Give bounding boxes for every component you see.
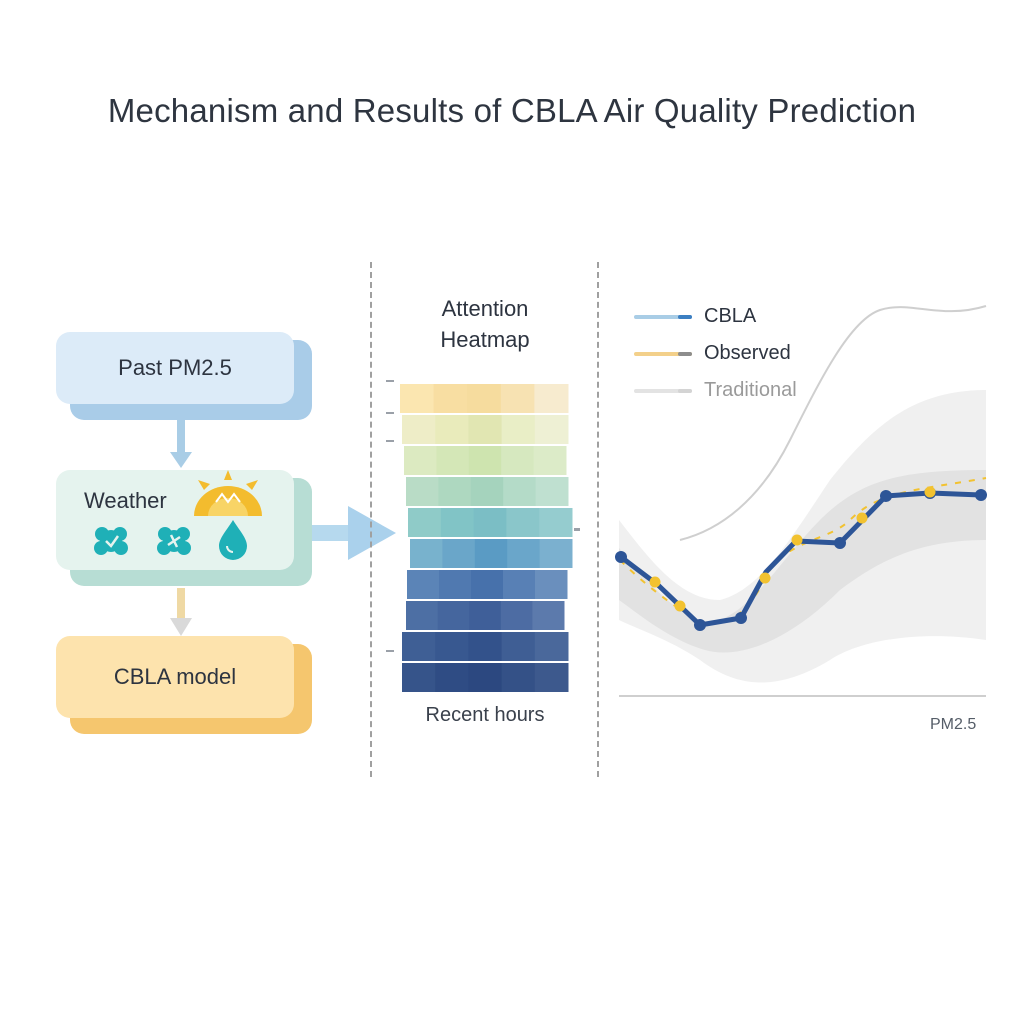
heatmap-cell: [501, 632, 536, 661]
heatmap-title-line2: Heatmap: [440, 327, 530, 352]
heatmap-cell: [467, 384, 502, 413]
arrow-past-to-weather: [170, 420, 192, 468]
legend-label-traditional: Traditional: [704, 379, 797, 401]
heatmap-cell: [539, 508, 573, 537]
heatmap-cell: [501, 415, 536, 444]
traditional-line: [679, 305, 987, 541]
heatmap-cell: [437, 601, 470, 630]
heatmap-cell: [433, 384, 468, 413]
heatmap-cell: [440, 508, 475, 537]
heatmap-cell: [539, 539, 573, 568]
prediction-chart: [615, 305, 987, 697]
heatmap-cell: [532, 601, 565, 630]
heatmap-cell: [473, 508, 507, 537]
heatmap-cell: [468, 663, 503, 692]
heatmap-cell: [500, 384, 535, 413]
heatmap-cell: [501, 663, 536, 692]
past-pm25-block: Past PM2.5: [56, 332, 312, 420]
heatmap-cell: [534, 663, 569, 692]
heatmap-cell: [406, 601, 439, 630]
arrow-weather-to-model: [170, 588, 192, 636]
divider-left: [370, 262, 372, 777]
uncertainty-band-inner: [619, 470, 986, 653]
heatmap-cell: [408, 508, 442, 537]
heatmap-cell: [402, 663, 436, 692]
heatmap-cell: [470, 477, 504, 506]
heatmap-title: Attention Heatmap: [405, 293, 565, 355]
heatmap-tick-marks: [386, 380, 580, 652]
droplet-icon: [219, 520, 247, 560]
heatmap-cell: [474, 539, 508, 568]
legend-label-cbla: CBLA: [704, 305, 757, 327]
weather-label: Weather: [84, 488, 167, 513]
attention-heatmap: [400, 384, 573, 692]
wind-icon: [94, 527, 128, 555]
arrow-weather-to-heatmap: [312, 506, 396, 560]
heatmap-cell: [469, 601, 502, 630]
legend-item-cbla: CBLA: [634, 305, 756, 328]
heatmap-cell: [402, 632, 436, 661]
heatmap-cell: [438, 477, 472, 506]
uncertainty-band-outer: [619, 390, 986, 683]
heatmap-cell: [468, 415, 503, 444]
heatmap-cell: [534, 415, 569, 444]
heatmap-cell: [500, 601, 533, 630]
heatmap-cell: [468, 446, 502, 475]
heatmap-cell: [506, 508, 540, 537]
divider-right: [597, 262, 599, 777]
x-axis-label: PM2.5: [930, 716, 977, 733]
legend-swatch-traditional: [634, 388, 692, 393]
legend-item-traditional: Traditional: [634, 379, 797, 402]
heatmap-cell: [435, 663, 469, 692]
past-pm25-label: Past PM2.5: [56, 332, 294, 404]
heatmap-cell: [404, 446, 437, 475]
heatmap-cell: [410, 539, 443, 568]
heatmap-cell: [534, 632, 569, 661]
legend-item-observed: Observed: [634, 342, 791, 365]
heatmap-cell: [442, 539, 476, 568]
heatmap-cell: [501, 446, 535, 475]
page-title: Mechanism and Results of CBLA Air Qualit…: [107, 92, 917, 129]
heatmap-cell: [507, 539, 541, 568]
heatmap-title-line1: Attention: [441, 296, 529, 321]
heatmap-cell: [407, 570, 440, 599]
sun-icon: [194, 470, 262, 516]
heatmap-cell: [406, 477, 439, 506]
heatmap-cell: [468, 632, 503, 661]
heatmap-cell: [435, 415, 469, 444]
heatmap-footer: Recent hours: [425, 704, 545, 726]
heatmap-cell: [435, 632, 469, 661]
wind-icon: [157, 527, 191, 555]
observed-points: [649, 486, 936, 612]
heatmap-cell: [503, 477, 537, 506]
cbla-model-block: CBLA model: [56, 636, 312, 734]
heatmap-cell: [535, 477, 569, 506]
heatmap-cell: [402, 415, 436, 444]
cbla-model-label: CBLA model: [56, 636, 294, 718]
heatmap-cell: [535, 570, 568, 599]
legend-label-observed: Observed: [704, 342, 791, 364]
heatmap-cell: [534, 384, 569, 413]
heatmap-cell: [471, 570, 504, 599]
legend-swatch-cbla: [634, 314, 692, 319]
heatmap-cell: [400, 384, 435, 413]
heatmap-cell: [436, 446, 470, 475]
legend-swatch-observed: [634, 351, 692, 356]
heatmap-cell: [439, 570, 472, 599]
heatmap-cell: [533, 446, 567, 475]
heatmap-cell: [503, 570, 536, 599]
